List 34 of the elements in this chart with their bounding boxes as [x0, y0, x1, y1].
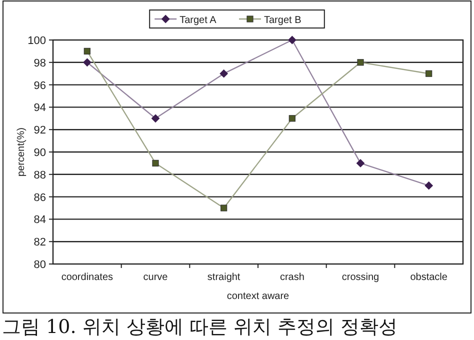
y-tick-label: 100 [28, 35, 46, 47]
y-tick-label: 96 [34, 80, 46, 92]
point [426, 70, 432, 77]
y-tick-label: 92 [34, 124, 46, 137]
point [356, 159, 364, 168]
point [84, 48, 90, 54]
x-tick-label: coordinates [61, 272, 114, 283]
x-tick-label: crossing [342, 272, 380, 283]
y-tick-label: 82 [34, 236, 46, 249]
point [152, 114, 160, 122]
y-tick-label: 86 [34, 192, 46, 204]
x-tick-label: obstacle [410, 272, 448, 283]
x-tick-label: crash [280, 272, 304, 283]
legend-label: Target B [264, 15, 302, 26]
point [152, 160, 159, 166]
point [220, 70, 228, 78]
point [357, 59, 364, 66]
y-tick-label: 80 [34, 259, 46, 271]
x-tick-label: straight [207, 272, 240, 283]
point [288, 115, 296, 122]
x-axis-title: context aware [226, 291, 290, 302]
caption: 그림 10. 위치 상황에 따른 위치 추정의 정확성 [2, 316, 398, 338]
legend-label: Target A [180, 15, 217, 26]
y-axis-title: percent(%) [16, 128, 27, 176]
y-tick-label: 84 [34, 214, 46, 226]
point [424, 182, 433, 190]
y-tick-label: 94 [34, 102, 46, 114]
x-tick-label: curve [143, 272, 168, 283]
point [83, 58, 92, 66]
y-tick-label: 88 [34, 169, 46, 182]
y-tick-label: 90 [34, 147, 46, 159]
point [220, 204, 228, 212]
y-tick-label: 98 [34, 57, 46, 70]
point [288, 36, 296, 44]
